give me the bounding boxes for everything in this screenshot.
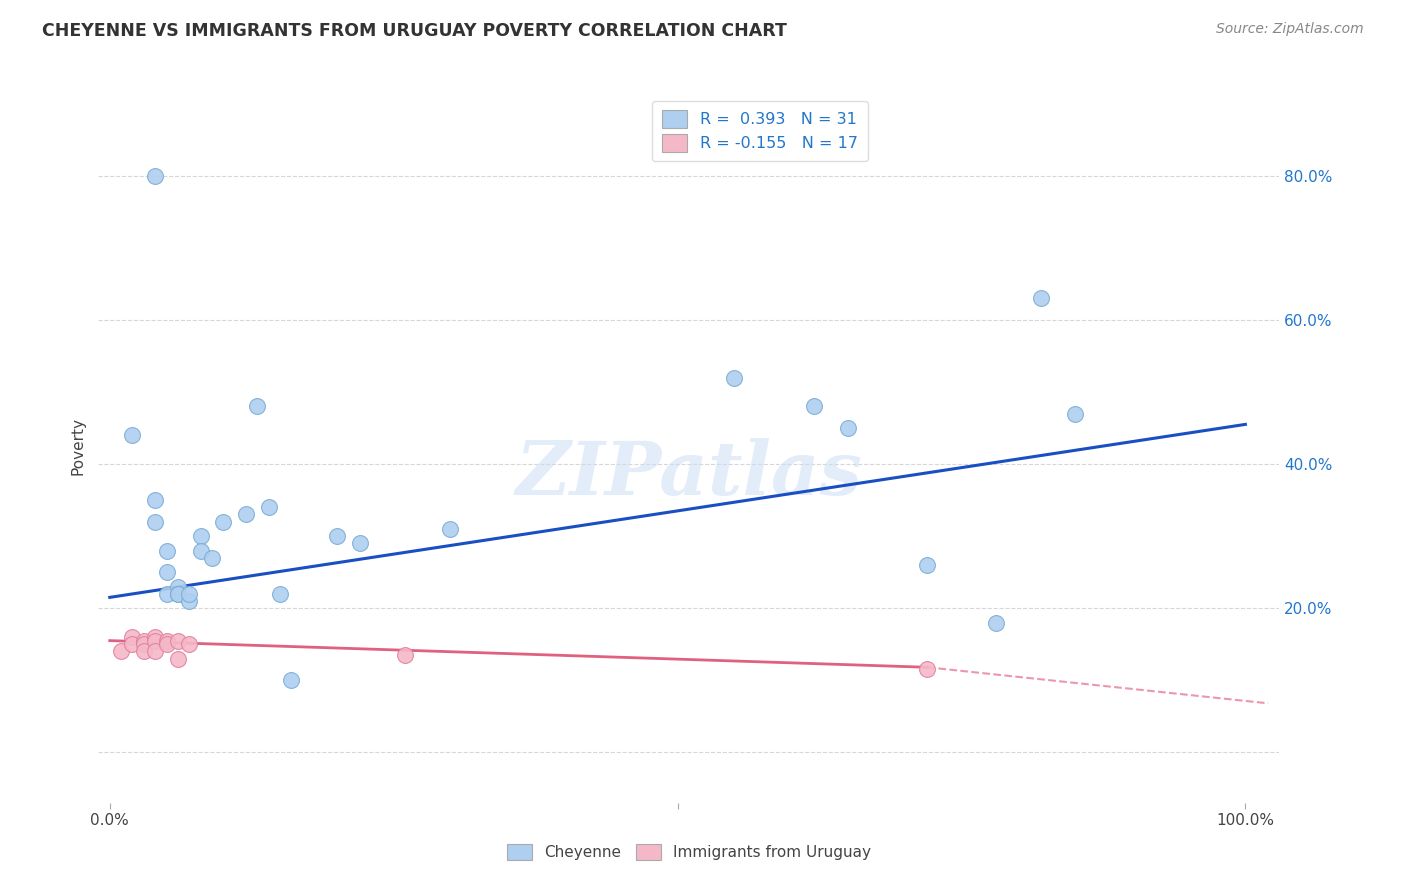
Point	[143, 169, 166, 183]
Point	[167, 587, 190, 601]
Point	[167, 633, 190, 648]
Point	[917, 558, 939, 572]
Legend: Cheyenne, Immigrants from Uruguay: Cheyenne, Immigrants from Uruguay	[501, 838, 877, 866]
Point	[121, 637, 143, 651]
Point	[246, 400, 269, 414]
Point	[132, 633, 155, 648]
Point	[155, 543, 177, 558]
Point	[269, 587, 291, 601]
Point	[803, 400, 825, 414]
Point	[212, 515, 235, 529]
Point	[201, 550, 224, 565]
Point	[121, 630, 143, 644]
Point	[439, 522, 461, 536]
Point	[143, 515, 166, 529]
Point	[1064, 407, 1087, 421]
Point	[132, 637, 155, 651]
Point	[143, 630, 166, 644]
Point	[132, 644, 155, 658]
Point	[155, 637, 177, 651]
Point	[1029, 291, 1052, 305]
Point	[349, 536, 371, 550]
Text: ZIPatlas: ZIPatlas	[516, 438, 862, 511]
Y-axis label: Poverty: Poverty	[70, 417, 86, 475]
Point	[155, 633, 177, 648]
Point	[121, 428, 143, 442]
Point	[326, 529, 349, 543]
Point	[155, 587, 177, 601]
Point	[167, 651, 190, 665]
Point	[143, 644, 166, 658]
Text: Source: ZipAtlas.com: Source: ZipAtlas.com	[1216, 22, 1364, 37]
Point	[837, 421, 859, 435]
Point	[190, 543, 212, 558]
Text: CHEYENNE VS IMMIGRANTS FROM URUGUAY POVERTY CORRELATION CHART: CHEYENNE VS IMMIGRANTS FROM URUGUAY POVE…	[42, 22, 787, 40]
Point	[394, 648, 416, 662]
Point	[917, 663, 939, 677]
Point	[167, 580, 190, 594]
Point	[190, 529, 212, 543]
Point	[143, 493, 166, 508]
Point	[723, 370, 745, 384]
Point	[110, 644, 132, 658]
Point	[235, 508, 257, 522]
Point	[179, 594, 201, 608]
Point	[984, 615, 1007, 630]
Point	[167, 587, 190, 601]
Point	[179, 587, 201, 601]
Point	[280, 673, 302, 688]
Point	[143, 633, 166, 648]
Point	[257, 500, 280, 515]
Point	[179, 637, 201, 651]
Point	[155, 565, 177, 579]
